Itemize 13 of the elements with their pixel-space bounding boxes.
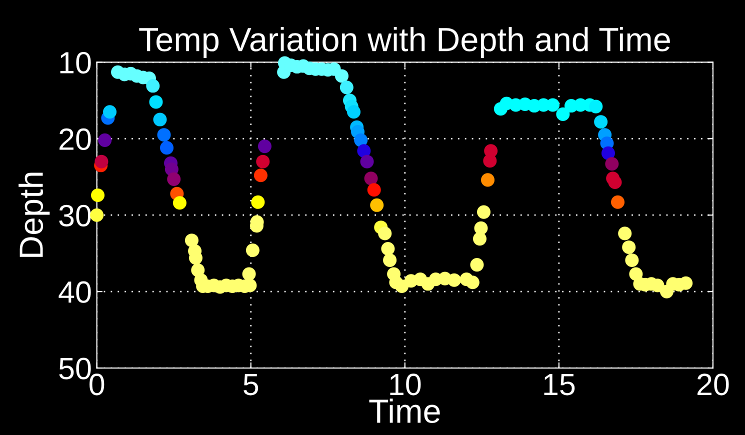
x-tick-label: 15 [544,374,575,396]
y-tick-label: 10 [60,52,91,74]
y-tick-label: 30 [59,204,91,226]
x-tick-label: 0 [90,374,104,396]
chart-title: Temp Variation with Depth and Time [139,26,670,58]
x-tick-label: 10 [390,374,421,396]
y-tick-label: 50 [59,358,91,380]
y-tick-label: 20 [60,128,91,150]
x-tick-label: 5 [244,374,258,396]
x-axis-title: Time [369,398,440,424]
y-axis-title: Depth [18,172,50,257]
x-tick-label: 20 [698,374,729,396]
y-tick-label: 40 [58,281,91,303]
